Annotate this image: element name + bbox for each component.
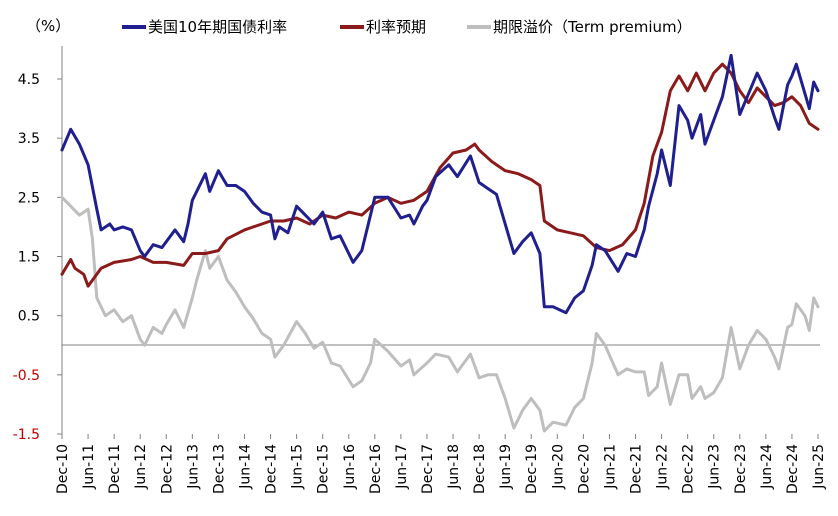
x-tick-label: Jun-11 bbox=[81, 444, 97, 490]
x-tick-label: Jun-20 bbox=[550, 444, 566, 490]
x-tick-label: Dec-11 bbox=[107, 444, 123, 494]
series-layer bbox=[60, 53, 820, 433]
x-tick-label: Jun-22 bbox=[655, 444, 671, 490]
x-tick-label: Jun-12 bbox=[133, 444, 149, 490]
legend-label-rate-expectation: 利率预期 bbox=[366, 18, 426, 36]
y-tick-label: 4.5 bbox=[18, 72, 40, 88]
x-tick-label: Dec-22 bbox=[681, 444, 697, 494]
x-tick-label: Dec-19 bbox=[524, 444, 540, 494]
x-tick-label: Jun-24 bbox=[759, 444, 775, 490]
x-tick-label: Jun-16 bbox=[342, 444, 358, 490]
x-tick-label: Jun-23 bbox=[707, 444, 723, 490]
x-tick-label: Jun-13 bbox=[185, 444, 201, 490]
x-tick-label: Dec-20 bbox=[576, 444, 592, 494]
legend-item-rate-expectation: 利率预期 bbox=[340, 18, 426, 36]
x-tick-label: Jun-15 bbox=[290, 444, 306, 490]
x-tick-label: Jun-25 bbox=[811, 444, 827, 490]
x-tick-label: Dec-10 bbox=[55, 444, 71, 494]
y-unit-label: （%） bbox=[26, 17, 70, 35]
series-line-rate-expectation bbox=[60, 62, 820, 288]
legend-label-term-premium: 期限溢价（Term premium） bbox=[493, 18, 692, 36]
y-tick-layer: 4.5 3.5 2.5 1.5 0.5 -0.5 -1.5 bbox=[13, 72, 62, 443]
legend: 美国10年期国债利率 利率预期 期限溢价（Term premium） bbox=[122, 18, 692, 36]
x-tick-label: Jun-19 bbox=[498, 444, 514, 490]
series-line-term-premium bbox=[60, 195, 820, 433]
y-tick-label: 0.5 bbox=[18, 309, 40, 325]
x-tick-label: Dec-21 bbox=[629, 444, 645, 494]
y-tick-label: 3.5 bbox=[18, 131, 40, 147]
y-tick-label: 2.5 bbox=[18, 190, 40, 206]
x-tick-label: Dec-16 bbox=[368, 444, 384, 494]
x-tick-label: Dec-18 bbox=[472, 444, 488, 494]
legend-item-us10y: 美国10年期国债利率 bbox=[122, 18, 287, 36]
x-tick-label: Dec-12 bbox=[159, 444, 175, 494]
x-tick-label: Dec-17 bbox=[420, 444, 436, 494]
legend-label-us10y: 美国10年期国债利率 bbox=[148, 18, 287, 36]
x-tick-label: Jun-18 bbox=[446, 444, 462, 490]
x-tick-label: Dec-23 bbox=[733, 444, 749, 494]
x-tick-label: Dec-15 bbox=[316, 444, 332, 494]
x-tick-label: Dec-24 bbox=[785, 444, 801, 494]
x-tick-label: Jun-17 bbox=[394, 444, 410, 490]
series-line-us10y bbox=[60, 53, 820, 315]
x-tick-label: Jun-21 bbox=[602, 444, 618, 490]
y-tick-label: 1.5 bbox=[18, 250, 40, 266]
x-tick-label: Dec-13 bbox=[211, 444, 227, 494]
legend-item-term-premium: 期限溢价（Term premium） bbox=[467, 18, 692, 36]
y-tick-label: -0.5 bbox=[13, 368, 40, 384]
x-tick-label: Jun-14 bbox=[237, 444, 253, 490]
y-tick-label: -1.5 bbox=[13, 427, 40, 443]
axes-layer: （%） bbox=[26, 17, 820, 434]
x-tick-layer: Dec-10 Jun-11 Dec-11 Jun-12 Dec-12 Jun-13 Dec-… bbox=[55, 434, 827, 494]
x-tick-label: Dec-14 bbox=[264, 444, 280, 494]
